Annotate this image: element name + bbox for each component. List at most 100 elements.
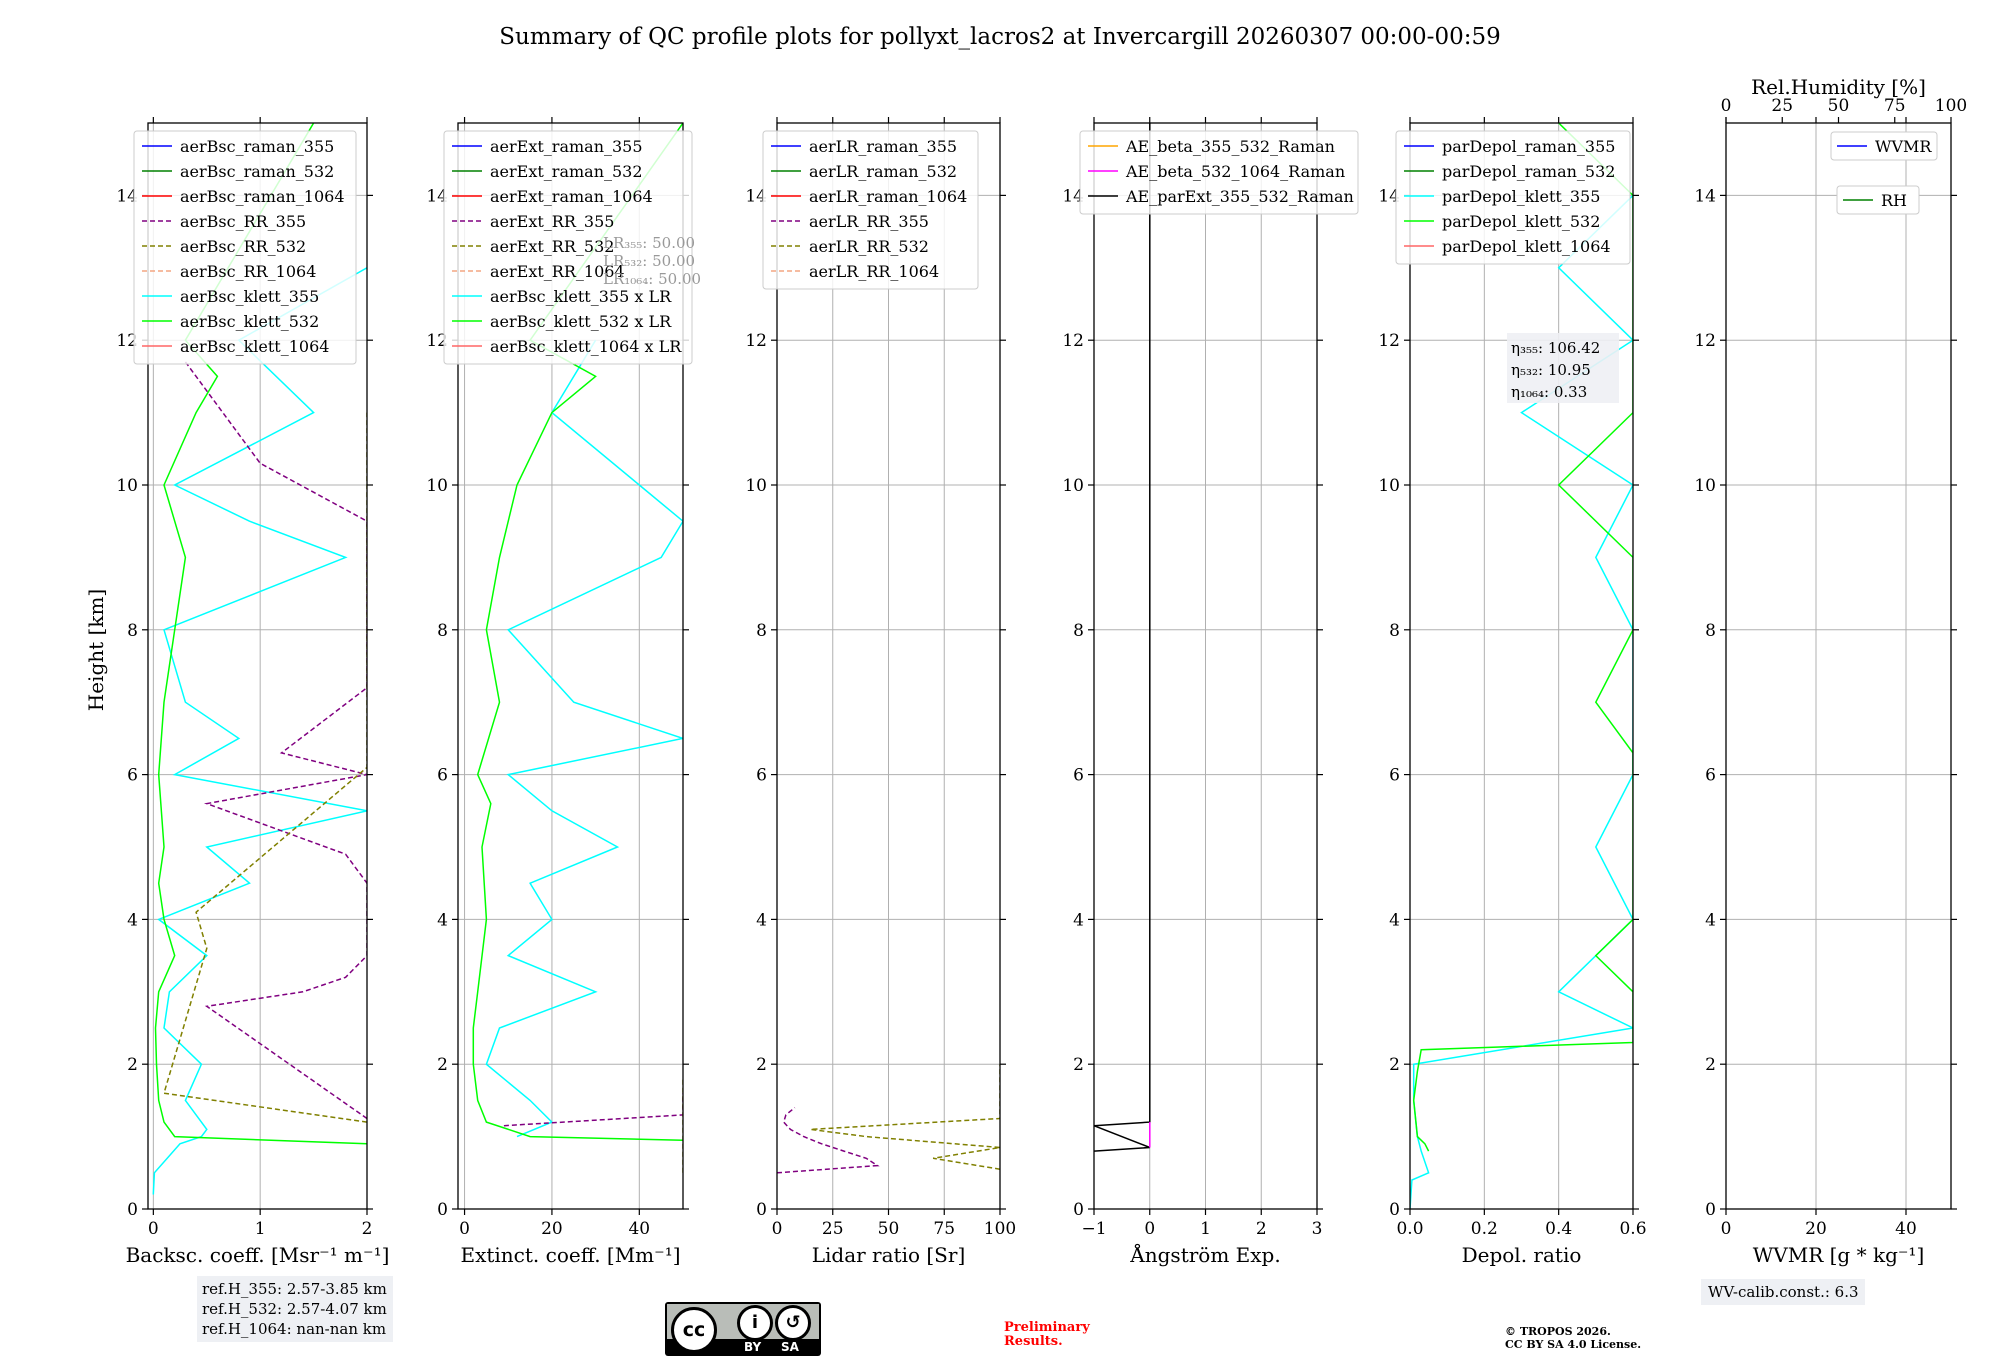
attribution-icon: i bbox=[737, 1305, 773, 1341]
x-tick-label: 3 bbox=[1312, 1219, 1323, 1239]
y-tick-label: 6 bbox=[437, 766, 448, 786]
grid-ae bbox=[1093, 123, 1318, 1210]
y-tick-label: 12 bbox=[426, 331, 448, 351]
legend-label: aerBsc_RR_1064 bbox=[180, 262, 316, 281]
legend-label: parDepol_raman_355 bbox=[1442, 137, 1615, 156]
y-tick-label: 10 bbox=[426, 476, 448, 496]
series-group-bsc bbox=[152, 123, 367, 1195]
y-tick-label: 10 bbox=[116, 476, 138, 496]
preliminary-line-1: Preliminary bbox=[1004, 1320, 1090, 1335]
eta-box-bg bbox=[1507, 333, 1619, 403]
series-aerLR_RR_355 bbox=[777, 1107, 880, 1174]
y-tick-label: 10 bbox=[745, 476, 767, 496]
y-tick-label: 2 bbox=[127, 1055, 138, 1075]
legend-box bbox=[1830, 131, 1938, 161]
x-tick-label: 20 bbox=[1805, 1219, 1827, 1239]
y-tick-label: 12 bbox=[1694, 331, 1716, 351]
x-axis-label-lr: Lidar ratio [Sr] bbox=[812, 1243, 966, 1267]
y-tick-label: 14 bbox=[1694, 186, 1716, 206]
legend-ae: AE_beta_355_532_Raman AE_beta_532_1064_Ra… bbox=[1079, 130, 1359, 215]
y-tick-label: 2 bbox=[1705, 1055, 1716, 1075]
x-tick-label: 1 bbox=[1200, 1219, 1211, 1239]
y-tick-label: 6 bbox=[1705, 766, 1716, 786]
top-x-tick-label: 0 bbox=[1721, 96, 1732, 116]
legend-label: aerLR_raman_532 bbox=[809, 162, 957, 181]
y-tick-label: 4 bbox=[1705, 910, 1716, 930]
legend-label: aerBsc_klett_1064 x LR bbox=[490, 337, 682, 356]
legend-label: aerBsc_klett_1064 bbox=[180, 337, 329, 356]
y-tick-label: 4 bbox=[1389, 910, 1400, 930]
legend-label: aerBsc_klett_355 x LR bbox=[490, 287, 672, 306]
x-tick-label: 0 bbox=[1144, 1219, 1155, 1239]
top-x-tick-label: 25 bbox=[1771, 96, 1793, 116]
y-tick-label: 6 bbox=[127, 766, 138, 786]
legend-label: parDepol_klett_1064 bbox=[1442, 237, 1611, 256]
legend-label: parDepol_klett_355 bbox=[1442, 187, 1600, 206]
wv-calib-box: WV-calib.const.: 6.3 bbox=[1701, 1279, 1865, 1305]
y-tick-label: 8 bbox=[437, 621, 448, 641]
legend-label: AE_beta_532_1064_Raman bbox=[1125, 162, 1345, 181]
x-tick-label: 0.2 bbox=[1471, 1219, 1498, 1239]
axis-frame-ext bbox=[457, 122, 684, 1210]
y-tick-label: 14 bbox=[745, 186, 767, 206]
y-tick-label: 2 bbox=[1389, 1055, 1400, 1075]
legend-box bbox=[443, 130, 693, 365]
legend-label: AE_beta_355_532_Raman bbox=[1125, 137, 1335, 156]
x-tick-label: 0 bbox=[459, 1219, 470, 1239]
legend-label: RH bbox=[1881, 191, 1907, 210]
y-tick-label: 12 bbox=[1378, 331, 1400, 351]
y-tick-label: 4 bbox=[127, 910, 138, 930]
legend-label: aerBsc_klett_532 bbox=[180, 312, 319, 331]
depol-eta-box: η₃₅₅: 106.42 η₅₃₂: 10.95 η₁₀₆₄: 0.33 bbox=[1507, 333, 1619, 403]
x-axis-label-bsc: Backsc. coeff. [Msr⁻¹ m⁻¹] bbox=[126, 1243, 390, 1267]
axis-frame-wv bbox=[1725, 122, 1952, 1210]
grid-wv bbox=[1725, 123, 1951, 1210]
legend-wv-0: WVMR bbox=[1830, 131, 1938, 161]
x-tick-label: 2 bbox=[362, 1219, 373, 1239]
y-tick-label: 12 bbox=[745, 331, 767, 351]
y-tick-label: 0 bbox=[437, 1200, 448, 1220]
y-tick-label: 0 bbox=[127, 1200, 138, 1220]
y-tick-label: 0 bbox=[1705, 1200, 1716, 1220]
legend-wv-1: RH bbox=[1836, 185, 1920, 215]
eta-annotation: η₅₃₂: 10.95 bbox=[1511, 361, 1591, 379]
x-tick-label: 2 bbox=[1256, 1219, 1267, 1239]
copyright-line-1: © TROPOS 2026. bbox=[1505, 1325, 1611, 1338]
series-AE_parExt_355_532_Raman bbox=[1094, 123, 1151, 1152]
lidar-ratio-annotation: LR₃₅₅: 50.00 bbox=[603, 234, 695, 252]
panel-lr: 0 25 50 75 100 0 2 4 6 8 10 12 14 Lidar ratio [Sr] aer… bbox=[745, 117, 1016, 1267]
share-alike-icon: ↺ bbox=[775, 1305, 811, 1341]
cc-icon: cc bbox=[671, 1307, 717, 1353]
legend-label: WVMR bbox=[1875, 137, 1932, 156]
y-axis-label: Height [km] bbox=[84, 589, 108, 711]
x-tick-label: 0 bbox=[148, 1219, 159, 1239]
legend-label: aerLR_RR_532 bbox=[809, 237, 929, 256]
top-x-tick-label: 100 bbox=[1935, 96, 1967, 116]
eta-annotation: η₁₀₆₄: 0.33 bbox=[1511, 383, 1587, 401]
series-group-ext bbox=[472, 123, 683, 1173]
ref-height-box: ref.H_355: 2.57-3.85 km ref.H_532: 2.57-… bbox=[197, 1276, 393, 1342]
cc-sa-label: SA bbox=[781, 1340, 799, 1354]
x-tick-label: 0.0 bbox=[1396, 1219, 1423, 1239]
y-tick-label: 12 bbox=[116, 331, 138, 351]
x-axis-label-ae: Ångström Exp. bbox=[1129, 1242, 1280, 1267]
y-tick-label: 14 bbox=[116, 186, 138, 206]
y-tick-label: 4 bbox=[1073, 910, 1084, 930]
x-tick-label: 50 bbox=[878, 1219, 900, 1239]
legend-label: aerExt_raman_1064 bbox=[490, 187, 653, 206]
series-group-depol bbox=[1410, 123, 1633, 1209]
x-tick-label: 40 bbox=[628, 1219, 650, 1239]
series-group-ae bbox=[1094, 123, 1151, 1152]
legend-label: aerBsc_raman_355 bbox=[180, 137, 334, 156]
y-tick-label: 6 bbox=[756, 766, 767, 786]
x-axis-label-depol: Depol. ratio bbox=[1462, 1243, 1582, 1267]
legend-label: aerExt_RR_532 bbox=[490, 237, 614, 256]
panel-depol: 0.0 0.2 0.4 0.6 0 2 4 6 8 10 12 14 Depol. ratio parDe… bbox=[1378, 117, 1647, 1267]
chart-title: Summary of QC profile plots for pollyxt_… bbox=[499, 24, 1500, 50]
series-aerLR_RR_532 bbox=[810, 1064, 1000, 1170]
preliminary-line-2: Results. bbox=[1004, 1334, 1063, 1349]
legend-label: aerBsc_RR_355 bbox=[180, 212, 306, 231]
y-tick-label: 10 bbox=[1694, 476, 1716, 496]
legend-label: aerExt_raman_355 bbox=[490, 137, 643, 156]
